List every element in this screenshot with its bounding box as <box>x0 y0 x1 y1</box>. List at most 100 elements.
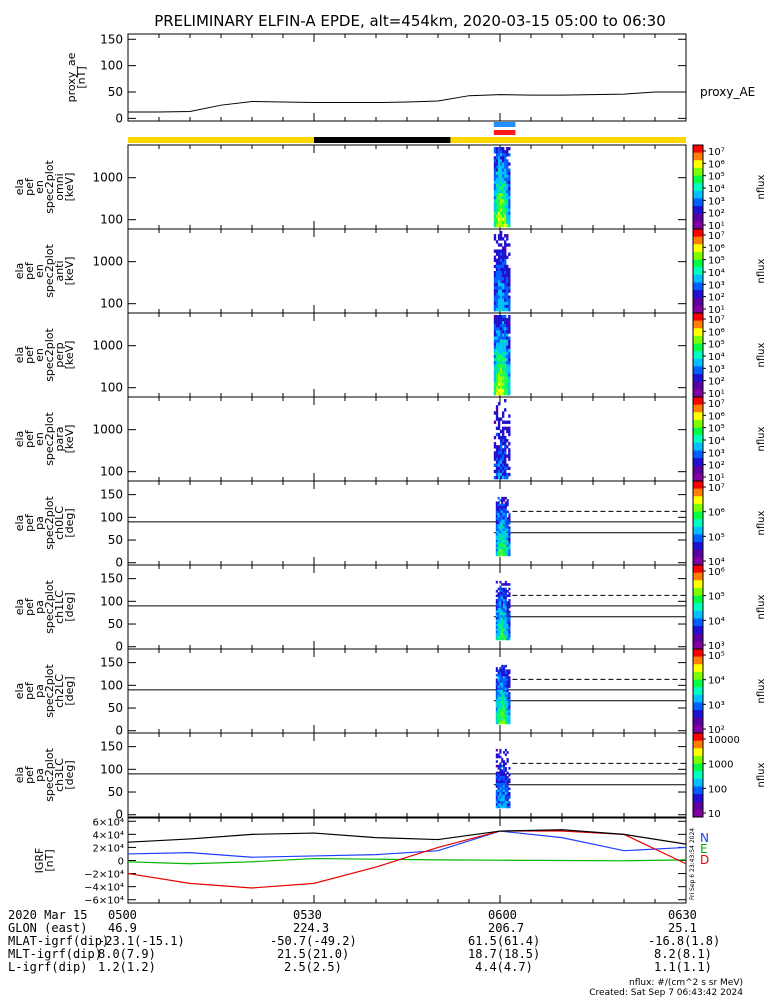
spectrogram-cell <box>493 183 497 188</box>
spectrogram-cell <box>497 475 501 480</box>
spectrogram-cell <box>508 542 511 545</box>
spectrogram-cell <box>502 156 505 160</box>
energy-panel-frame <box>127 396 687 482</box>
colorbar-tick-label: 10¹ <box>708 305 725 316</box>
spectrogram-cell <box>502 411 505 415</box>
spectrogram-cell <box>499 637 502 641</box>
colorbar-tick-label: 10² <box>708 461 725 472</box>
spectrogram-cell <box>503 610 506 613</box>
colorbar-tick-label: 10² <box>708 377 725 388</box>
spectrogram-cell <box>502 165 505 169</box>
spectrogram-cell <box>497 283 501 287</box>
spectrogram-cell <box>497 385 501 390</box>
spectrogram-cell <box>508 345 511 350</box>
spectrogram-cell <box>503 717 506 720</box>
spectrogram-cell <box>506 208 509 212</box>
colorbar-segment <box>693 374 703 383</box>
spectrogram-cell <box>504 408 507 412</box>
spectrogram-cell <box>497 601 500 604</box>
y-tick-label: 50 <box>108 617 123 631</box>
spectrogram-cell <box>508 587 511 591</box>
spectrogram-cell <box>506 199 509 203</box>
spectrogram-cell <box>495 796 498 800</box>
spectrogram-cell <box>503 537 506 541</box>
spectrogram-cell <box>501 626 504 629</box>
spectrogram-cell <box>503 805 506 809</box>
spectrogram-cell <box>508 315 511 319</box>
colorbar-segment <box>693 580 703 589</box>
footer-v0-2: 0600 <box>488 908 517 922</box>
spectrogram-cell <box>499 678 502 682</box>
spectrogram-cell <box>495 153 499 157</box>
y-axis-label-line: perp <box>53 342 66 367</box>
spectrogram-cell <box>506 633 509 636</box>
spectrogram-cell <box>497 367 501 371</box>
spectrogram-cell <box>495 432 499 437</box>
spectrogram-cell <box>503 530 506 534</box>
spectrogram-cell <box>493 301 497 306</box>
spectrogram-cell <box>499 798 502 802</box>
spectrogram-cell <box>501 633 504 636</box>
spectrogram-cell <box>503 621 506 625</box>
spectrogram-cell <box>506 223 509 228</box>
spectrogram-cell <box>497 237 501 241</box>
spectrogram-cell <box>506 277 509 281</box>
spectrogram-cell <box>504 391 507 396</box>
spectrogram-cell <box>495 692 498 695</box>
energy-panel-frame <box>127 312 687 398</box>
spectrogram-cell <box>504 165 507 169</box>
spectrogram-cell <box>499 782 502 786</box>
y-axis-label-line: en <box>33 432 46 446</box>
spectrogram-cell <box>499 280 503 284</box>
y-axis-label: elapefenspec2plotanti[keV] <box>13 244 76 298</box>
spectrogram-cell <box>497 619 500 623</box>
spectrogram-cell <box>503 708 506 711</box>
spectrogram-cell <box>502 379 505 383</box>
spectrogram-cell <box>499 429 503 434</box>
spectrogram-cell <box>501 664 504 668</box>
spectrogram-cell <box>497 692 500 695</box>
spectrogram-cell <box>502 457 505 461</box>
spectrogram-cell <box>504 701 507 704</box>
spectrogram-cell <box>493 391 497 396</box>
colorbar-segment <box>693 656 703 665</box>
y-axis-label: elapefpaspec2plotch0LC[deg] <box>13 496 76 550</box>
y-axis-label-line: pef <box>23 765 36 784</box>
spectrogram-cell <box>499 621 502 625</box>
colorbar-segment <box>693 305 703 314</box>
colorbar-segment <box>693 450 703 459</box>
spectrogram-cell <box>506 234 509 238</box>
spectrogram-cell <box>495 526 498 529</box>
spectrogram-cell <box>497 719 500 722</box>
y-axis-label-line: pef <box>23 345 36 364</box>
spectrogram-cell <box>497 168 501 172</box>
spectrogram-cell <box>502 174 505 179</box>
spectrogram-cell <box>497 535 500 539</box>
spectrogram-cell <box>504 252 507 256</box>
spectrogram-cell <box>504 177 507 182</box>
spectrogram-cell <box>504 533 507 536</box>
colorbar-tick-label: 10² <box>708 725 725 736</box>
spectrogram-cell <box>495 463 499 467</box>
y-axis-label-line: [keV] <box>63 173 76 202</box>
spectrogram-cell <box>493 364 497 368</box>
spectrogram-cell <box>504 721 507 725</box>
spectrogram-cell <box>499 792 502 795</box>
spectrogram-cell <box>495 782 498 786</box>
y-axis-label-line: pa <box>33 516 46 530</box>
spectrogram-cell <box>506 153 509 157</box>
footer-v0-3: 0630 <box>668 908 697 922</box>
spectrogram-cell <box>508 177 511 182</box>
spectrogram-cell <box>506 190 509 194</box>
spectrogram-cell <box>495 549 498 552</box>
y-tick-label: 0 <box>115 808 123 822</box>
spectrogram-cell <box>493 289 497 293</box>
spectrogram-cell <box>503 760 506 763</box>
spectrogram-cell <box>508 780 511 784</box>
spectrogram-cell <box>503 515 506 518</box>
y-tick-label: 0 <box>115 640 123 654</box>
spectrogram-cell <box>502 304 505 309</box>
spectrogram-cell <box>508 535 511 539</box>
spectrogram-cell <box>506 794 509 797</box>
colorbar-segment <box>693 603 703 612</box>
